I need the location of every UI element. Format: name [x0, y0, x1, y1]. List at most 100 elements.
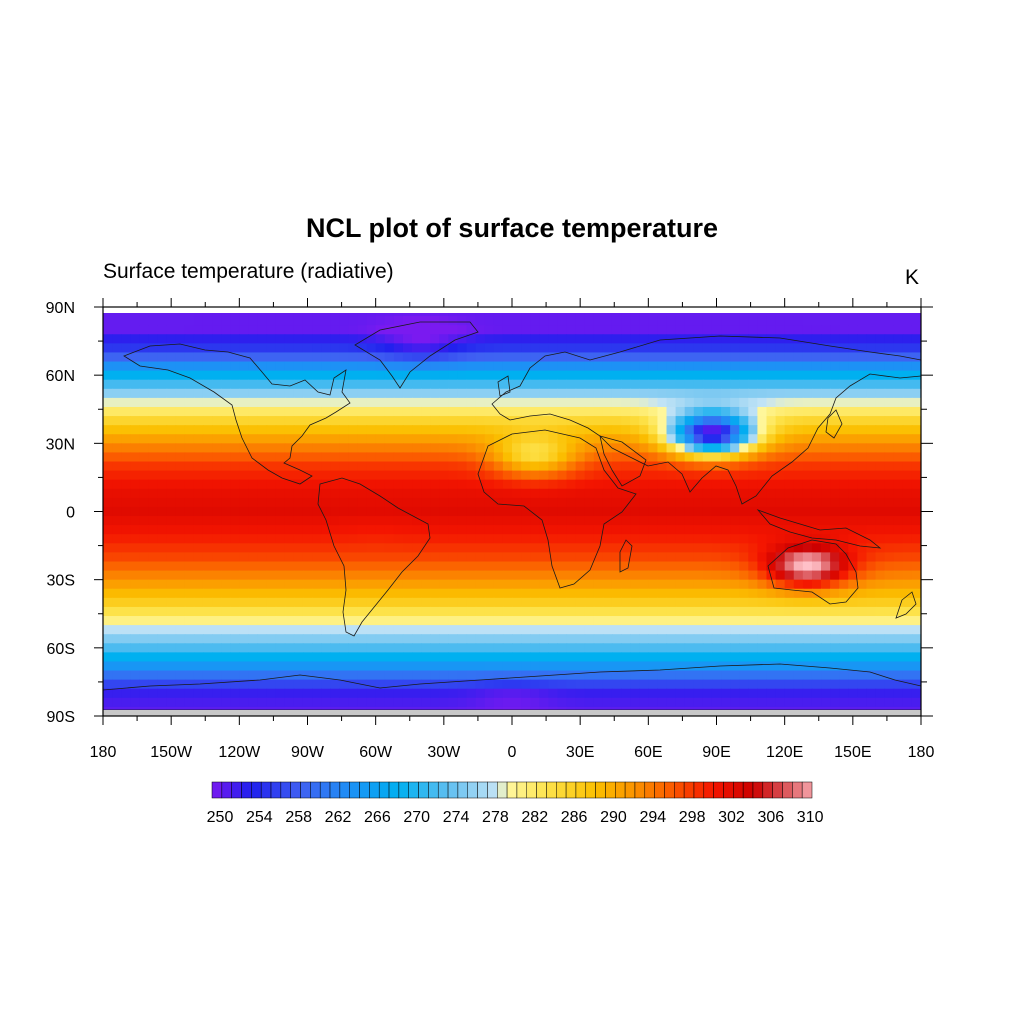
field-cell — [666, 461, 677, 472]
field-cell — [748, 597, 758, 608]
field-cell — [239, 316, 250, 326]
field-cell — [693, 443, 704, 454]
field-cell — [602, 634, 613, 644]
field-cell — [502, 343, 513, 354]
field-cell — [857, 597, 868, 608]
field-cell — [230, 679, 240, 690]
field-cell — [593, 534, 604, 544]
field-cell — [711, 688, 722, 699]
field-cell — [348, 661, 359, 672]
field-cell — [593, 670, 604, 681]
field-cell — [448, 543, 459, 553]
field-cell — [593, 643, 604, 653]
field-cell — [439, 525, 449, 535]
field-cell — [793, 425, 804, 435]
field-cell — [375, 697, 386, 708]
field-cell — [257, 606, 268, 617]
field-cell — [221, 506, 231, 517]
field-cell — [866, 652, 877, 663]
field-cell — [848, 479, 858, 490]
field-cell — [130, 697, 140, 708]
field-cell — [502, 643, 513, 653]
field-cell — [575, 397, 586, 408]
field-cell — [830, 388, 840, 399]
field-cell — [266, 552, 277, 563]
field-cell — [402, 434, 413, 444]
field-cell — [557, 525, 568, 535]
field-cell — [830, 697, 840, 708]
field-cell — [103, 479, 113, 490]
field-cell — [857, 670, 868, 681]
field-cell — [811, 470, 822, 481]
field-cell — [830, 706, 840, 710]
field-cell — [266, 361, 277, 372]
field-cell — [839, 579, 849, 590]
field-cell — [884, 606, 895, 617]
field-cell — [393, 525, 404, 535]
field-cell — [348, 616, 359, 626]
field-cell — [893, 388, 904, 399]
field-cell — [112, 506, 122, 517]
field-cell — [130, 688, 140, 699]
field-cell — [484, 488, 495, 499]
field-cell — [557, 625, 568, 635]
field-cell — [811, 334, 822, 344]
field-cell — [684, 470, 695, 481]
field-cell — [866, 361, 877, 372]
field-cell — [293, 697, 304, 708]
field-cell — [666, 397, 677, 408]
field-cell — [302, 488, 313, 499]
field-cell — [193, 706, 204, 710]
field-cell — [802, 652, 813, 663]
field-cell — [830, 479, 840, 490]
field-cell — [811, 597, 822, 608]
field-cell — [375, 406, 386, 417]
colorbar-box — [339, 781, 350, 799]
field-cell — [175, 597, 186, 608]
field-cell — [493, 606, 504, 617]
field-cell — [184, 697, 195, 708]
field-cell — [157, 570, 168, 581]
field-cell — [711, 516, 722, 526]
field-cell — [475, 416, 486, 426]
field-cell — [148, 488, 159, 499]
field-cell — [811, 443, 822, 454]
field-cell — [875, 570, 886, 581]
field-cell — [902, 506, 913, 517]
field-cell — [693, 488, 704, 499]
field-cell — [811, 370, 822, 381]
field-cell — [621, 688, 631, 699]
field-cell — [448, 397, 459, 408]
field-cell — [548, 652, 559, 663]
field-cell — [702, 688, 713, 699]
field-cell — [157, 679, 168, 690]
field-cell — [221, 488, 231, 499]
field-cell — [530, 579, 540, 590]
field-cell — [357, 570, 368, 581]
colorbar-box — [801, 781, 813, 799]
field-cell — [193, 479, 204, 490]
field-cell — [512, 534, 522, 544]
field-cell — [321, 706, 331, 710]
field-cell — [412, 461, 422, 472]
field-cell — [902, 670, 913, 681]
field-cell — [312, 552, 322, 563]
field-cell — [611, 579, 622, 590]
field-cell — [184, 343, 195, 354]
field-cell — [802, 461, 813, 472]
field-cell — [884, 470, 895, 481]
field-cell — [739, 352, 749, 363]
field-cell — [693, 406, 704, 417]
field-cell — [593, 634, 604, 644]
field-cell — [530, 652, 540, 663]
field-cell — [339, 443, 349, 454]
field-cell — [312, 652, 322, 663]
field-cell — [384, 516, 395, 526]
field-cell — [312, 616, 322, 626]
field-cell — [475, 706, 486, 710]
field-cell — [802, 470, 813, 481]
x-tick-label: 120W — [218, 744, 261, 761]
field-cell — [302, 325, 313, 335]
field-cell — [557, 343, 568, 354]
field-cell — [839, 606, 849, 617]
